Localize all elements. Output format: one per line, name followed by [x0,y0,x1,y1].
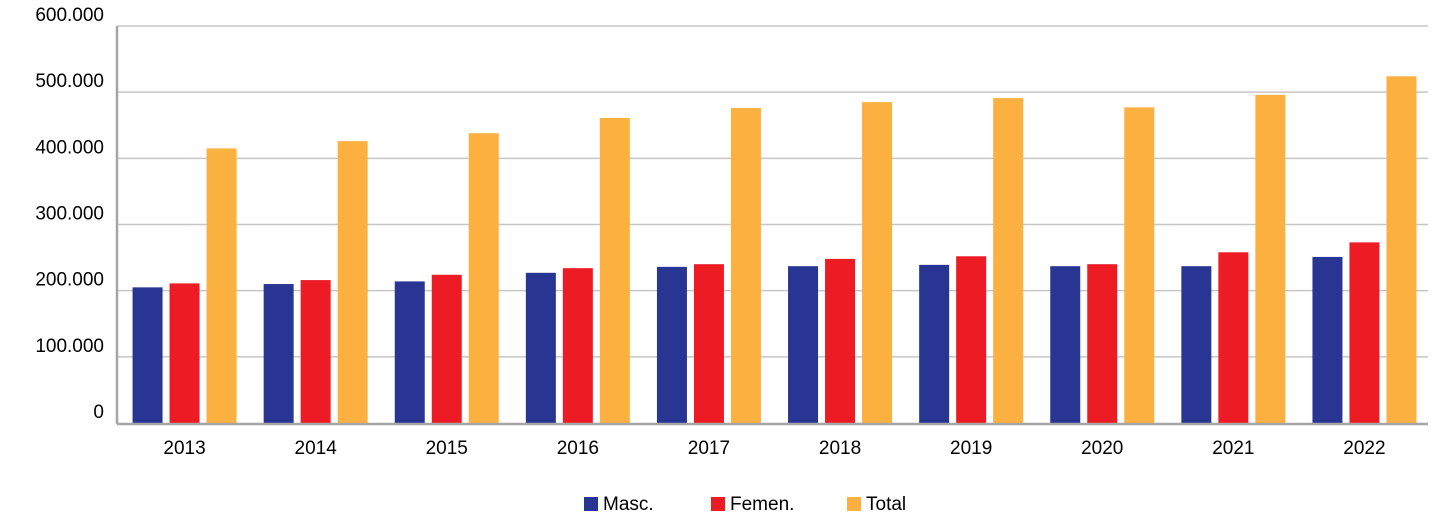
y-tick-label: 300.000 [35,204,104,225]
bar [1218,252,1249,423]
y-tick-label: 100.000 [35,336,104,357]
bar [1124,107,1155,423]
y-tick-label: 0 [93,402,104,423]
x-tick-label: 2018 [819,438,861,459]
y-tick-label: 600.000 [35,5,104,26]
bar [1312,256,1343,423]
bar [300,280,331,423]
bar [825,258,856,423]
legend-label: Femen. [730,494,794,515]
bar [956,256,987,423]
bar [263,284,294,423]
bar [599,117,630,423]
x-tick-label: 2014 [295,438,338,459]
y-tick-label: 200.000 [35,270,104,291]
legend-swatch [584,497,598,511]
bar [468,133,499,423]
bar [1349,242,1380,423]
legend-label: Total [866,494,906,515]
bar [1255,94,1286,424]
bar [788,266,819,423]
x-tick-label: 2013 [163,438,205,459]
x-tick-label: 2015 [426,438,468,459]
bar [693,264,724,423]
bar [656,266,687,423]
bar [562,268,593,423]
bar [206,148,237,424]
bar [730,108,761,424]
bar [1386,76,1417,423]
bar [431,274,462,423]
bar [394,281,425,423]
bar [169,283,200,423]
legend-swatch [711,497,725,511]
x-tick-label: 2022 [1343,438,1385,459]
bar [1087,264,1118,423]
legend-swatch [847,497,861,511]
x-tick-label: 2019 [950,438,992,459]
legend-label: Masc. [603,494,654,515]
bar [337,141,368,423]
y-tick-label: 500.000 [35,71,104,92]
x-tick-label: 2020 [1081,438,1123,459]
x-tick-label: 2017 [688,438,730,459]
x-tick-label: 2021 [1212,438,1254,459]
bar [993,98,1024,423]
bar [132,287,163,423]
bar [525,272,556,423]
x-tick-label: 2016 [557,438,599,459]
y-tick-label: 400.000 [35,137,104,158]
bar [919,264,950,423]
bar [1050,266,1081,423]
bar [862,102,893,423]
bar [1181,266,1212,423]
